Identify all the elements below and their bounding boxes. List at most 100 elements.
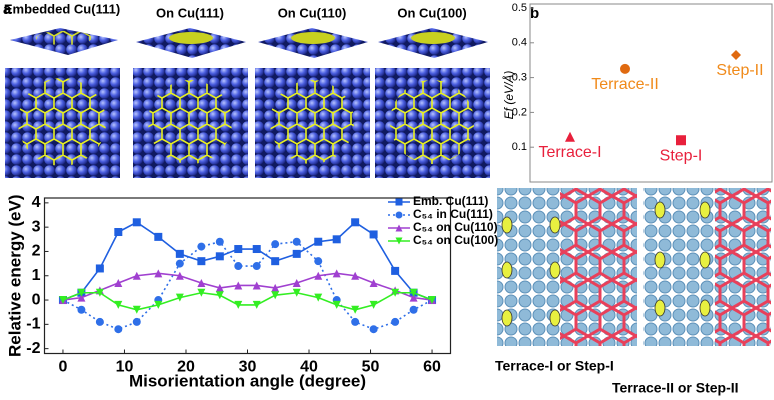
series-line [62, 272, 433, 301]
marker [409, 293, 418, 302]
marker [132, 305, 141, 314]
legend-marker [395, 224, 403, 232]
marker [77, 305, 86, 314]
marker [114, 300, 123, 309]
marker [271, 240, 280, 249]
marker [314, 257, 323, 266]
marker [292, 237, 301, 246]
marker [409, 288, 418, 297]
marker [58, 296, 67, 305]
panel-label: b [530, 5, 539, 22]
marker [391, 317, 400, 326]
y-tick-label: 0.5 [512, 2, 527, 14]
marker [234, 245, 243, 254]
marker [332, 269, 341, 278]
marker [77, 293, 86, 302]
marker [197, 257, 206, 266]
marker [369, 325, 378, 334]
marker [175, 249, 184, 258]
marker [332, 235, 341, 244]
x-tick-label: 50 [362, 359, 380, 376]
marker [114, 279, 123, 288]
point-label: Step-II [716, 62, 763, 79]
marker [197, 279, 206, 288]
x-axis-label: Misorientation angle (degree) [129, 371, 366, 390]
marker [292, 288, 301, 297]
point-label: Terrace-I [538, 144, 601, 161]
plot-frame [529, 3, 773, 183]
y-tick-label: 0.4 [512, 37, 527, 49]
marker [197, 288, 206, 297]
marker [175, 259, 184, 268]
x-tick-label: 20 [177, 359, 195, 376]
marker [676, 135, 686, 146]
marker [332, 300, 341, 309]
y-tick-label: 4 [32, 194, 41, 211]
slab-views [10, 28, 488, 58]
marker [95, 317, 104, 326]
x-tick-label: 10 [116, 359, 134, 376]
y-tick-label: 0.3 [512, 72, 527, 84]
marker [369, 230, 378, 239]
view-title: On Cu(110) [278, 5, 347, 20]
y-tick-label: 0.2 [512, 106, 527, 118]
marker [271, 257, 280, 266]
x-tick-label: 40 [300, 359, 318, 376]
marker [620, 63, 630, 74]
marker [95, 288, 104, 297]
view-title: On Cu(111) [156, 5, 224, 20]
marker [215, 283, 224, 292]
marker [215, 252, 224, 261]
legend-marker [395, 198, 403, 206]
legend-marker [395, 211, 403, 219]
legend-marker [395, 237, 403, 245]
marker [197, 242, 206, 251]
marker [271, 283, 280, 292]
marker [114, 325, 123, 334]
marker [77, 288, 86, 297]
marker [292, 279, 301, 288]
x-tick-label: 60 [423, 359, 441, 376]
structure-images [5, 28, 490, 178]
marker [351, 317, 360, 326]
marker [369, 279, 378, 288]
point-label: Step-I [660, 147, 703, 164]
x-tick-label: 30 [239, 359, 257, 376]
y-axis-label: Relative energy (eV) [5, 194, 24, 357]
marker [252, 300, 261, 309]
plot-frame [43, 197, 452, 355]
marker [234, 281, 243, 290]
marker [391, 288, 400, 297]
y-tick-label: 1 [32, 267, 41, 284]
marker [391, 266, 400, 275]
marker [175, 271, 184, 280]
marker [351, 218, 360, 227]
marker [351, 305, 360, 314]
legend-label: Emb. Cu(111) [413, 194, 488, 208]
marker [292, 249, 301, 258]
marker [271, 291, 280, 300]
legend-label: C₅₄ on Cu(100) [413, 233, 498, 247]
marker [215, 291, 224, 300]
marker [351, 271, 360, 280]
marker [132, 271, 141, 280]
marker [154, 232, 163, 241]
image-caption: Terrace-I or Step-I [495, 358, 614, 374]
view-title: On Cu(100) [397, 5, 466, 20]
marker [154, 269, 163, 278]
marker [428, 296, 437, 305]
y-axis-label: Ef (eV/Å) [501, 71, 516, 120]
y-tick-label: 0.1 [512, 141, 527, 153]
marker [314, 237, 323, 246]
legend-label: C₅₄ in Cu(111) [413, 207, 493, 221]
marker [252, 245, 261, 254]
marker [369, 300, 378, 309]
step-images [497, 188, 771, 346]
y-tick-label: -2 [26, 340, 40, 357]
marker [95, 264, 104, 273]
y-tick-label: 0 [32, 291, 41, 308]
y-tick-label: 2 [32, 243, 41, 260]
marker [731, 49, 741, 60]
y-tick-label: 3 [32, 218, 41, 235]
panel-label: a [3, 1, 12, 18]
